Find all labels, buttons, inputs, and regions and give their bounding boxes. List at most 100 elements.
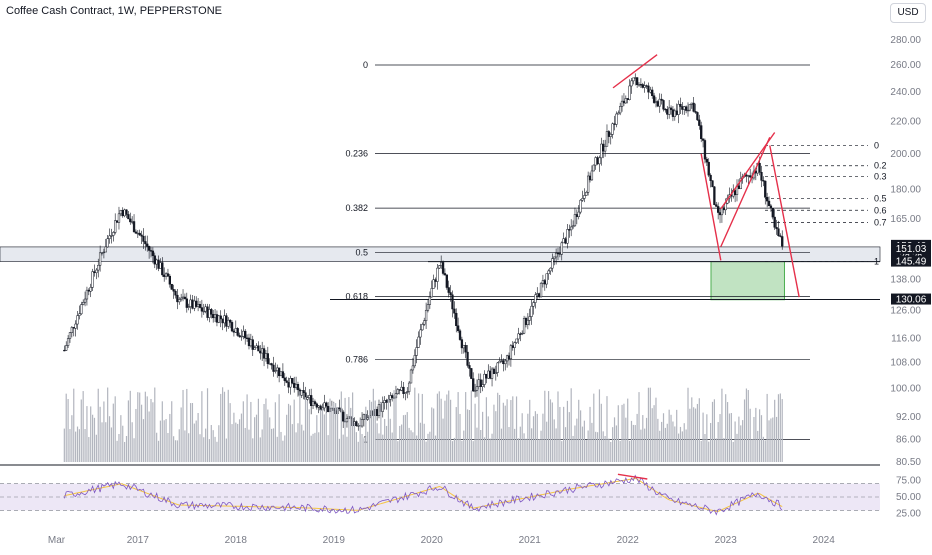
candle-body xyxy=(681,106,684,110)
candle-body xyxy=(223,315,226,324)
currency-button[interactable]: USD xyxy=(890,3,926,23)
volume-bar xyxy=(88,437,90,462)
volume-bar xyxy=(777,394,780,462)
candle-body xyxy=(100,252,104,254)
volume-bar xyxy=(647,387,650,462)
candle-body xyxy=(272,364,275,372)
volume-bar xyxy=(598,389,601,462)
volume-bar xyxy=(186,388,188,462)
volume-bar xyxy=(75,431,77,462)
volume-bar xyxy=(206,388,209,462)
candle-body xyxy=(68,332,72,339)
candle-body xyxy=(287,382,290,388)
volume-bar xyxy=(263,404,265,462)
volume-bar xyxy=(772,417,774,462)
price-axis-tick: 86.00 xyxy=(896,435,921,446)
fib-minor-label: 0.2 xyxy=(874,161,887,171)
volume-bar xyxy=(280,431,282,462)
candle-body xyxy=(206,306,209,318)
fib-major-label: 0.5 xyxy=(355,247,368,257)
candle-body xyxy=(142,235,145,242)
candle-body xyxy=(686,109,690,112)
volume-bar xyxy=(76,426,79,462)
time-axis-tick: 2020 xyxy=(421,535,444,546)
candle-body xyxy=(300,390,303,396)
volume-bar xyxy=(65,393,67,462)
candle-body xyxy=(539,282,543,298)
candle-body xyxy=(490,368,494,379)
candle-body xyxy=(436,267,439,282)
volume-bar xyxy=(423,423,425,462)
volume-bar xyxy=(738,416,740,462)
volume-bar xyxy=(653,405,655,462)
candle-body xyxy=(400,386,403,391)
volume-bar xyxy=(321,408,324,462)
volume-bar xyxy=(766,393,768,462)
candle-body xyxy=(455,312,458,326)
candle-body xyxy=(521,332,524,335)
volume-bar xyxy=(444,400,446,462)
volume-bar xyxy=(753,416,755,462)
volume-bar xyxy=(380,403,382,462)
volume-bar xyxy=(655,397,657,462)
volume-bar xyxy=(180,407,182,462)
volume-bar xyxy=(640,429,642,462)
volume-bar xyxy=(203,437,205,462)
volume-bar xyxy=(719,414,721,462)
volume-bar xyxy=(208,439,211,462)
volume-bar xyxy=(161,401,163,462)
volume-bar xyxy=(86,406,88,462)
volume-bar xyxy=(372,388,374,462)
price-label-text: 130.06 xyxy=(896,295,927,306)
volume-bar xyxy=(316,415,318,462)
volume-bar xyxy=(630,420,633,462)
volume-bar xyxy=(431,407,433,462)
candle-body xyxy=(125,209,128,215)
fib-major-label: 0 xyxy=(363,60,368,70)
candle-body xyxy=(509,345,513,359)
candle-body xyxy=(319,405,322,411)
candle-body xyxy=(481,384,484,387)
volume-bar xyxy=(681,431,683,462)
candle-body xyxy=(140,234,143,237)
volume-bar xyxy=(82,391,84,462)
candle-body xyxy=(217,315,220,323)
volume-bar xyxy=(449,399,452,462)
volume-bar xyxy=(331,405,333,462)
volume-bar xyxy=(510,400,512,462)
candle-body xyxy=(183,296,187,300)
candle-body xyxy=(458,330,462,340)
volume-bar xyxy=(287,403,290,462)
candle-body xyxy=(276,367,279,371)
candle-body xyxy=(671,109,675,117)
candle-body xyxy=(281,371,285,379)
candle-body xyxy=(588,175,592,181)
candle-body xyxy=(195,300,198,307)
candle-body xyxy=(315,403,318,408)
volume-bar xyxy=(314,432,316,462)
volume-bar xyxy=(150,398,152,462)
candle-body xyxy=(694,111,697,113)
volume-bar xyxy=(116,440,118,462)
candle-body xyxy=(656,101,660,107)
candle-body xyxy=(749,175,752,178)
candle-body xyxy=(705,158,708,163)
volume-bar xyxy=(732,441,734,462)
candle-body xyxy=(112,232,115,236)
candle-body xyxy=(775,227,778,230)
volume-bar xyxy=(596,432,599,462)
candle-body xyxy=(151,250,155,256)
candle-body xyxy=(311,401,315,406)
volume-bar xyxy=(757,430,759,462)
candle-body xyxy=(575,214,578,217)
volume-bar xyxy=(374,400,376,462)
candle-body xyxy=(249,339,253,347)
volume-bar xyxy=(301,424,303,462)
candle-body xyxy=(713,186,716,205)
volume-bar xyxy=(781,399,783,462)
volume-bar xyxy=(698,398,700,462)
candle-body xyxy=(294,384,298,388)
candle-body xyxy=(63,349,66,352)
